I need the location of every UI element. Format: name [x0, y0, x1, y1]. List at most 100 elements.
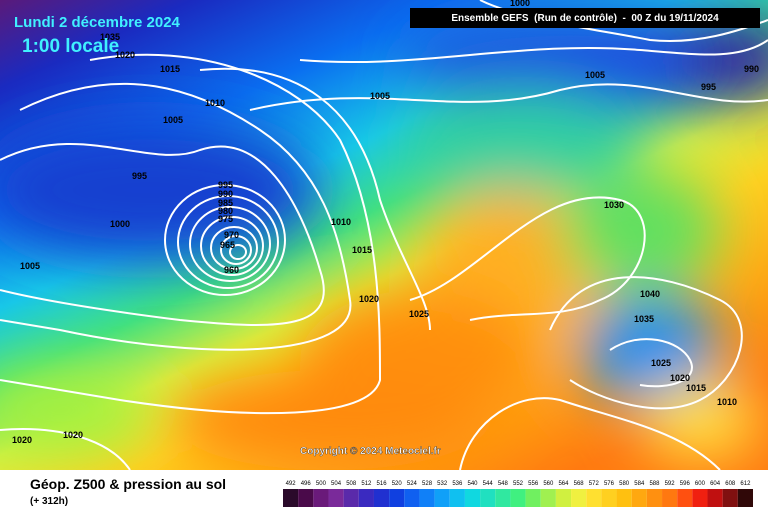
colorbar-swatch: [373, 489, 390, 507]
isobar-label: 1010: [205, 98, 225, 108]
isobar-label: 980: [218, 206, 233, 216]
colorbar-label: 556: [528, 481, 539, 487]
colorbar-label: 512: [361, 481, 372, 487]
colorbar-swatch: [495, 489, 511, 507]
isobar-label: 1005: [163, 115, 183, 125]
isobar-label: 965: [220, 240, 235, 250]
colorbar-swatch: [586, 489, 602, 507]
colorbar-label: 528: [422, 481, 433, 487]
colorbar-label: 572: [589, 481, 600, 487]
isobar-label: 1015: [160, 64, 180, 74]
colorbar-swatch: [601, 489, 617, 507]
colorbar-swatch: [510, 489, 526, 507]
colorbar-swatch: [692, 489, 708, 507]
colorbar-label: 548: [498, 481, 509, 487]
model-info: Ensemble GEFS (Run de contrôle) - 00 Z d…: [451, 13, 719, 24]
colorbar-swatch: [480, 489, 496, 507]
isobar-label: 995: [132, 171, 147, 181]
isobar-label: 1025: [651, 358, 671, 368]
isobar-label: 1005: [370, 91, 390, 101]
colorbar-label: 564: [558, 481, 569, 487]
colorbar-swatch: [677, 489, 693, 507]
isobar-label: 1000: [110, 219, 130, 229]
colorbar-label: 500: [316, 481, 327, 487]
isobar-label: 1020: [115, 50, 135, 60]
colorbar-label: 504: [331, 481, 342, 487]
footer-title: Géop. Z500 & pression au sol: [30, 476, 226, 492]
colorbar-label: 596: [680, 481, 691, 487]
colorbar-label: 516: [377, 481, 388, 487]
colorbar-label: 508: [346, 481, 357, 487]
isobars: [0, 0, 768, 470]
isobar-label: 1005: [585, 70, 605, 80]
colorbar-swatch: [449, 489, 465, 507]
forecast-lead: (+ 312h): [30, 496, 68, 507]
colorbar-swatch: [737, 489, 753, 507]
colorbar-label: 612: [740, 481, 751, 487]
isobar-label: 1005: [20, 261, 40, 271]
colorbar-label: 552: [513, 481, 524, 487]
colorbar-label: 532: [437, 481, 448, 487]
date: Lundi 2 décembre 2024: [14, 14, 181, 31]
isobar-label: 1020: [12, 435, 32, 445]
colorbar-swatch: [389, 489, 405, 507]
isobar-label: 985: [218, 198, 233, 208]
isobar-label: 1015: [352, 245, 372, 255]
map-background: [0, 0, 768, 470]
colorbar-swatch: [343, 489, 359, 507]
colorbar-label: 520: [392, 481, 403, 487]
colorbar-swatch: [404, 489, 420, 507]
isobar-label: 1010: [717, 397, 737, 407]
isobar-label: 1035: [634, 314, 654, 324]
isobar-label: 1000: [510, 0, 530, 8]
copyright: Copyright © 2024 Meteociel.fr: [300, 446, 441, 457]
header-bar: [410, 8, 760, 28]
colorbar-swatch: [722, 489, 738, 507]
isobar-label: 995: [218, 180, 233, 190]
colorbar-label: 600: [695, 481, 706, 487]
colorbar-swatch: [419, 489, 435, 507]
colorbar-swatch: [555, 489, 572, 507]
isobar-label: 970: [224, 230, 239, 240]
colorbar-swatch: [313, 489, 329, 507]
isobar-label: 960: [224, 265, 239, 275]
colorbar-swatch: [571, 489, 587, 507]
colorbar-label: 604: [710, 481, 721, 487]
colorbar-label: 576: [604, 481, 615, 487]
isobar-label: 1035: [100, 32, 120, 42]
colorbar-swatch: [646, 489, 663, 507]
colorbar-label: 584: [634, 481, 645, 487]
isobar-label: 975: [218, 214, 233, 224]
colorbar-label: 492: [286, 481, 297, 487]
colorbar-label: 592: [665, 481, 676, 487]
isobar-label: 1030: [604, 200, 624, 210]
colorbar-label: 568: [574, 481, 585, 487]
colorbar-label: 544: [483, 481, 494, 487]
isobar-label: 1020: [359, 294, 379, 304]
colorbar-swatch: [540, 489, 556, 507]
colorbar-label: 560: [543, 481, 554, 487]
colorbar-swatch: [434, 489, 450, 507]
colorbar-swatch: [328, 489, 344, 507]
colorbar-label: 540: [468, 481, 479, 487]
colorbar: 492 496 500 504 508 512 516 520 524 528 532 536 540 5…: [283, 481, 753, 507]
isobar-label: 1015: [686, 383, 706, 393]
colorbar-swatch: [283, 489, 299, 507]
colorbar-swatch: [707, 489, 723, 507]
colorbar-label: 536: [452, 481, 463, 487]
local-time: 1:00 locale: [22, 36, 119, 57]
colorbar-label: 496: [301, 481, 312, 487]
isobar-label: 1020: [63, 430, 83, 440]
isobar-label: 995: [701, 82, 716, 92]
colorbar-swatch: [358, 489, 374, 507]
colorbar-label: 608: [725, 481, 736, 487]
colorbar-swatch: [464, 489, 481, 507]
colorbar-swatch: [616, 489, 632, 507]
isobar-label: 990: [218, 189, 233, 199]
colorbar-label: 524: [407, 481, 418, 487]
colorbar-swatch: [298, 489, 314, 507]
isobar-label: 1010: [331, 217, 351, 227]
isobar-label: 1040: [640, 289, 660, 299]
colorbar-label: 580: [619, 481, 630, 487]
